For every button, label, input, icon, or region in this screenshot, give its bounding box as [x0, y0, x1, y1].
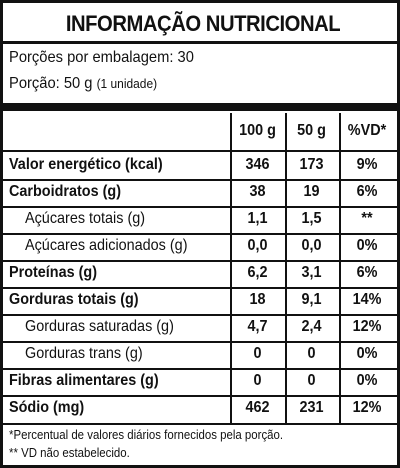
row-divider [3, 368, 397, 370]
nutrient-name: Gorduras trans (g) [25, 345, 143, 362]
nutrient-name: Fibras alimentares (g) [9, 372, 159, 389]
title-divider [3, 41, 397, 44]
label-title: INFORMAÇÃO NUTRICIONAL [65, 11, 341, 36]
servings-per-package: Porções por embalagem: 30 [9, 49, 194, 66]
row-divider [3, 287, 397, 289]
header-divider [3, 150, 397, 152]
row-divider [3, 341, 397, 343]
value-per-100g: 462 [245, 399, 270, 416]
value-per-serving: 9,1 [301, 291, 322, 308]
value-per-100g: 0,0 [247, 237, 268, 254]
serving-size-value: Porção: 50 g [9, 75, 93, 92]
footnote-vd-not-established: ** VD não estabelecido. [9, 445, 130, 460]
value-per-serving: 1,5 [301, 210, 322, 227]
nutrient-name: Gorduras saturadas (g) [25, 318, 174, 335]
value-per-100g: 18 [249, 291, 266, 308]
value-per-serving: 2,4 [301, 318, 322, 335]
value-per-serving: 231 [299, 399, 324, 416]
row-divider [3, 395, 397, 397]
value-per-100g: 1,1 [247, 210, 268, 227]
column-separator [339, 113, 341, 423]
serving-size-note: (1 unidade) [96, 76, 158, 91]
daily-value-percent: 0% [356, 345, 378, 362]
footnote-vd-percent: *Percentual de valores diários fornecido… [9, 427, 284, 442]
value-per-serving: 3,1 [301, 264, 322, 281]
row-divider [3, 206, 397, 208]
daily-value-percent: 12% [352, 318, 382, 335]
nutrient-name: Açúcares totais (g) [25, 210, 146, 227]
daily-value-percent: 6% [356, 264, 378, 281]
column-header: 100 g [239, 122, 276, 139]
row-divider [3, 314, 397, 316]
row-divider [3, 233, 397, 235]
footer-divider [3, 423, 397, 425]
value-per-100g: 0 [253, 345, 262, 362]
value-per-100g: 38 [249, 183, 266, 200]
value-per-100g: 4,7 [247, 318, 268, 335]
value-per-100g: 6,2 [247, 264, 268, 281]
value-per-serving: 0,0 [301, 237, 322, 254]
nutrient-name: Proteínas (g) [9, 264, 98, 281]
value-per-100g: 0 [253, 372, 262, 389]
daily-value-percent: ** [361, 210, 373, 227]
column-header: 50 g [297, 122, 326, 139]
daily-value-percent: 6% [356, 183, 378, 200]
value-per-serving: 0 [307, 372, 316, 389]
daily-value-percent: 0% [356, 372, 378, 389]
nutrient-name: Valor energético (kcal) [9, 156, 163, 173]
daily-value-percent: 9% [356, 156, 378, 173]
value-per-serving: 173 [299, 156, 324, 173]
nutrient-name: Carboidratos (g) [9, 183, 122, 200]
nutrient-name: Gorduras totais (g) [9, 291, 139, 308]
serving-size: Porção: 50 g (1 unidade) [9, 75, 157, 93]
daily-value-percent: 14% [352, 291, 382, 308]
column-header: %VD* [347, 122, 387, 139]
daily-value-percent: 0% [356, 237, 378, 254]
column-separator [285, 113, 287, 423]
value-per-100g: 346 [245, 156, 270, 173]
row-divider [3, 260, 397, 262]
column-separator [230, 113, 232, 423]
daily-value-percent: 12% [352, 399, 382, 416]
value-per-serving: 19 [303, 183, 320, 200]
nutrient-name: Açúcares adicionados (g) [25, 237, 188, 254]
serving-divider [3, 103, 397, 111]
row-divider [3, 179, 397, 181]
nutrient-name: Sódio (mg) [9, 399, 85, 416]
value-per-serving: 0 [307, 345, 316, 362]
